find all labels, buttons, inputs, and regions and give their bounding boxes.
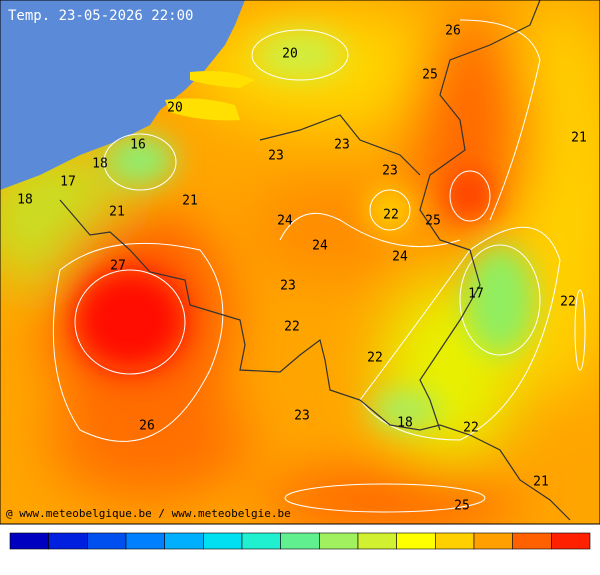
- scale-swatch: [512, 532, 552, 550]
- temperature-label: 23: [382, 164, 398, 179]
- temperature-label: 23: [268, 149, 284, 164]
- temperature-label: 21: [533, 475, 549, 490]
- scale-swatch: [435, 532, 475, 550]
- scale-swatch: [396, 532, 436, 550]
- temperature-label: 25: [454, 499, 470, 514]
- temperature-label: 22: [383, 208, 399, 223]
- temperature-label: 27: [110, 259, 126, 274]
- temperature-label: 20: [167, 101, 183, 116]
- temperature-label: 21: [571, 131, 587, 146]
- temperature-label: 18: [397, 416, 413, 431]
- temperature-label: 26: [445, 24, 461, 39]
- scale-swatch: [48, 532, 88, 550]
- temperature-label: 22: [367, 351, 383, 366]
- temperature-label: 17: [468, 287, 484, 302]
- temperature-label: 23: [334, 138, 350, 153]
- scale-swatch: [473, 532, 513, 550]
- scale-swatch: [9, 532, 49, 550]
- isotherms: [52, 19, 586, 513]
- temperature-label: 16: [130, 138, 146, 153]
- temperature-label: 18: [92, 157, 108, 172]
- map-frame: [0, 0, 600, 525]
- temperature-label: 23: [280, 279, 296, 294]
- credit: @ www.meteobelgique.be / www.meteobelgie…: [6, 507, 291, 520]
- temperature-label: 24: [312, 239, 328, 254]
- temperature-label: 23: [294, 409, 310, 424]
- temperature-field: [0, 0, 600, 524]
- scale-swatch: [280, 532, 320, 550]
- color-scale: [9, 532, 591, 550]
- scale-swatch: [203, 532, 243, 550]
- scale-swatch: [319, 532, 359, 550]
- temperature-label: 18: [17, 193, 33, 208]
- scale-swatch: [241, 532, 281, 550]
- temperature-label: 24: [277, 214, 293, 229]
- temperature-label: 25: [422, 68, 438, 83]
- temperature-label: 20: [282, 47, 298, 62]
- temperature-labels: 26 20 25 20 21 16 23 23 18 23 17 18 21 21 22 24 25 24 24 27…: [17, 24, 587, 514]
- scale-swatch: [87, 532, 127, 550]
- scale-swatch: [164, 532, 204, 550]
- temperature-label: 26: [139, 419, 155, 434]
- temperature-label: 22: [463, 421, 479, 436]
- scale-swatch: [551, 532, 591, 550]
- map-title: Temp. 23-05-2026 22:00: [8, 8, 193, 24]
- temperature-label: 21: [182, 194, 198, 209]
- scale-swatch: [357, 532, 397, 550]
- temperature-label: 22: [560, 295, 576, 310]
- temperature-label: 17: [60, 175, 76, 190]
- temperature-label: 25: [425, 214, 441, 229]
- temperature-label: 21: [109, 205, 125, 220]
- borders: [59, 0, 571, 521]
- temperature-label: 24: [392, 250, 408, 265]
- scale-swatch: [125, 532, 165, 550]
- temperature-label: 22: [284, 320, 300, 335]
